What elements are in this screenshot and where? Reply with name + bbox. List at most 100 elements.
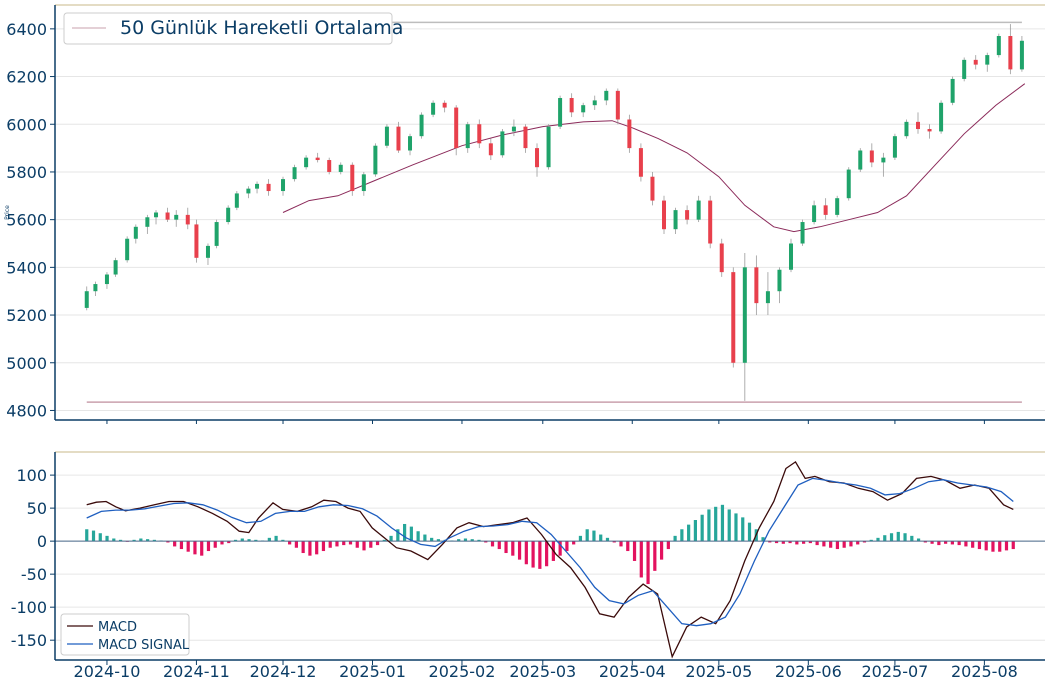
price-ytick-label: 5400 — [6, 258, 47, 277]
xtick-label: 2025-04 — [599, 662, 666, 681]
candle-body — [214, 222, 219, 246]
macd-histogram-bar — [869, 539, 873, 542]
macd-histogram-bar — [396, 529, 400, 542]
macd-histogram-bar — [220, 541, 224, 545]
macd-histogram-bar — [321, 541, 326, 552]
macd-histogram-bar — [808, 541, 812, 544]
candle-body — [535, 148, 540, 168]
macd-histogram-bar — [693, 520, 697, 542]
candle-body — [615, 90, 620, 120]
macd-histogram-bar — [889, 533, 894, 542]
candle-body — [638, 148, 643, 177]
macd-histogram-bar — [355, 541, 359, 548]
xtick-label: 2025-01 — [339, 662, 406, 681]
macd-histogram-bar — [639, 541, 643, 578]
macd-histogram-bar — [619, 541, 623, 547]
candle-body — [373, 145, 378, 175]
macd-histogram-bar — [382, 539, 386, 542]
macd-histogram-bar — [288, 541, 292, 545]
xtick-label: 2025-06 — [775, 662, 842, 681]
xtick-label: 2024-10 — [74, 662, 141, 681]
price-ytick-label: 5200 — [6, 306, 47, 325]
macd-histogram-bar — [592, 530, 596, 542]
macd-histogram-bar — [599, 534, 603, 542]
macd-histogram-bar — [497, 541, 501, 550]
macd-histogram-bar — [977, 541, 982, 550]
candle-body — [696, 200, 701, 220]
candle-body — [904, 121, 909, 137]
macd-histogram-bar — [673, 535, 677, 542]
candle-body — [800, 222, 805, 244]
candle-body — [185, 214, 190, 225]
macd-histogram-bar — [916, 538, 921, 542]
candle-body — [419, 114, 424, 137]
price-ytick-label: 4800 — [6, 401, 47, 420]
macd-histogram-bar — [944, 541, 948, 544]
macd-histogram-bar — [274, 535, 278, 542]
candle-body — [823, 205, 828, 215]
macd-histogram-bar — [876, 537, 880, 542]
macd-histogram-bar — [761, 537, 765, 542]
candle-body — [869, 150, 874, 163]
candle-body — [962, 59, 967, 79]
candle-body — [996, 36, 1001, 56]
macd-histogram-bar — [788, 541, 792, 544]
macd-histogram-bar — [923, 541, 927, 543]
macd-legend-label: MACD — [98, 620, 137, 635]
macd-histogram-bar — [781, 541, 785, 544]
macd-histogram-bar — [971, 541, 975, 548]
macd-histogram-bar — [653, 541, 657, 571]
macd-histogram-bar — [883, 535, 887, 542]
candle-body — [581, 105, 586, 113]
macd-histogram-bar — [511, 541, 515, 556]
macd-histogram-bar — [146, 539, 150, 542]
candle-body — [133, 226, 138, 239]
macd-legend-box — [60, 613, 190, 656]
macd-histogram-bar — [213, 541, 217, 548]
macd-histogram-bar — [984, 541, 988, 551]
candle-body — [327, 160, 332, 172]
macd-histogram-bar — [301, 541, 305, 554]
macd-histogram-bar — [281, 539, 285, 542]
candle-body — [708, 200, 713, 244]
candle-body — [546, 126, 551, 168]
candle-body — [673, 210, 678, 230]
macd-histogram-bar — [666, 541, 670, 550]
macd-histogram-bar — [565, 541, 569, 552]
macd-histogram-bar — [227, 541, 231, 544]
macd-histogram-bar — [315, 541, 319, 555]
macd-histogram-bar — [233, 539, 238, 542]
macd-histogram-bar — [416, 531, 420, 542]
macd-histogram-bar — [957, 541, 961, 546]
price-legend-label: 50 Günlük Hareketli Ortalama — [120, 17, 403, 39]
macd-histogram-bar — [538, 541, 542, 569]
macd-histogram-bar — [632, 541, 637, 561]
macd-histogram-bar — [348, 541, 353, 545]
macd-histogram-bar — [342, 541, 346, 546]
candle-body — [719, 243, 724, 273]
macd-histogram-bar — [470, 539, 474, 542]
macd-histogram-bar — [193, 541, 197, 555]
macd-histogram-bar — [1011, 541, 1015, 550]
macd-histogram-bar — [991, 541, 995, 552]
candle-body — [84, 291, 89, 308]
candle-body — [858, 150, 863, 170]
candle-body — [892, 136, 897, 158]
candle-body — [165, 212, 170, 220]
macd-histogram-bar — [389, 535, 393, 542]
candle-body — [500, 131, 505, 156]
candle-body — [292, 167, 297, 180]
macd-histogram-bar — [910, 535, 914, 542]
macd-histogram-bar — [477, 539, 481, 542]
candle-body — [234, 193, 239, 208]
candle-body — [846, 169, 851, 199]
macd-histogram-bar — [605, 537, 610, 542]
macd-histogram-bar — [85, 529, 89, 542]
candle-body — [685, 210, 690, 220]
candle-body — [93, 284, 98, 292]
candle-body — [523, 126, 528, 149]
xtick-label: 2025-03 — [509, 662, 576, 681]
candle-body — [662, 200, 667, 230]
